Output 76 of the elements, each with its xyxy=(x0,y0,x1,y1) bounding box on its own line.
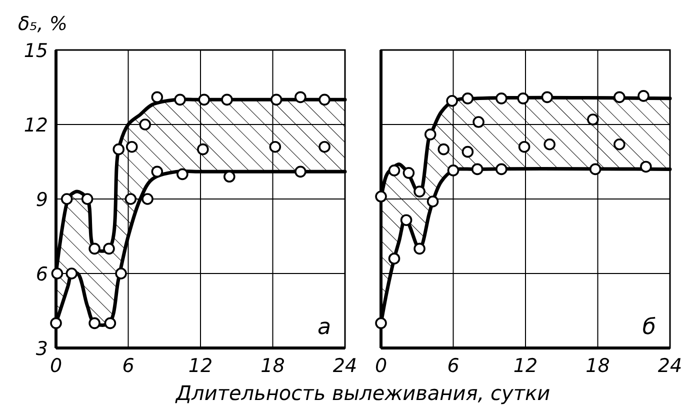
point xyxy=(640,160,652,173)
point xyxy=(151,166,164,178)
point xyxy=(614,91,626,104)
point xyxy=(587,114,599,126)
point xyxy=(375,190,387,202)
point xyxy=(112,143,125,156)
point xyxy=(198,94,210,106)
x-tick-label: 18 xyxy=(260,355,285,377)
point xyxy=(589,163,602,176)
point xyxy=(197,143,209,156)
point xyxy=(424,128,436,140)
x-axis-title: Длительность вылеживания, сутки xyxy=(174,381,550,405)
x-tick-label: 24 xyxy=(658,355,682,377)
point xyxy=(270,94,282,106)
point xyxy=(414,242,426,255)
x-tick-label: 0 xyxy=(50,355,62,377)
point xyxy=(447,164,460,176)
point xyxy=(88,242,100,255)
point xyxy=(318,94,330,106)
x-tick-label: 18 xyxy=(586,355,610,377)
point xyxy=(139,118,152,130)
point xyxy=(269,140,282,153)
point xyxy=(544,138,556,150)
point xyxy=(115,268,127,280)
y-axis-title: δ₅, % xyxy=(18,13,68,35)
point xyxy=(142,193,154,205)
point xyxy=(318,140,330,153)
point xyxy=(462,92,474,104)
point xyxy=(60,193,73,205)
point xyxy=(103,242,115,255)
point xyxy=(614,138,626,150)
point xyxy=(176,168,188,180)
point xyxy=(471,163,484,176)
point xyxy=(541,91,554,104)
y-tick-label: 6 xyxy=(36,264,48,286)
y-tick-label: 12 xyxy=(24,114,48,136)
point xyxy=(462,146,474,158)
point xyxy=(375,317,387,330)
y-tick-label: 3 xyxy=(36,338,48,360)
point xyxy=(151,91,164,104)
point xyxy=(50,317,62,330)
point xyxy=(104,317,116,330)
point xyxy=(426,196,439,208)
y-tick-label: 15 xyxy=(24,40,48,62)
point xyxy=(81,193,94,205)
x-tick-label: 6 xyxy=(122,355,134,377)
x-tick-label: 0 xyxy=(374,355,388,377)
point xyxy=(66,268,78,280)
point xyxy=(638,90,650,102)
point xyxy=(294,166,306,178)
point xyxy=(496,163,508,176)
point xyxy=(446,95,458,107)
point xyxy=(438,143,450,156)
x-tick-label: 12 xyxy=(188,355,213,377)
point xyxy=(496,92,508,104)
y-tick-label: 9 xyxy=(36,189,48,211)
point xyxy=(88,317,100,330)
annotation: б xyxy=(642,315,656,340)
point xyxy=(414,186,426,198)
point xyxy=(221,94,233,106)
point xyxy=(174,94,186,106)
point xyxy=(388,164,400,176)
x-tick-label: 12 xyxy=(513,355,538,377)
point xyxy=(518,140,530,153)
point xyxy=(51,268,64,280)
point xyxy=(400,214,412,226)
point xyxy=(402,167,415,179)
x-tick-label: 6 xyxy=(447,355,460,377)
x-tick-label: 24 xyxy=(332,355,358,377)
point xyxy=(124,193,137,205)
point xyxy=(294,91,306,104)
point xyxy=(126,140,138,153)
point xyxy=(472,116,484,128)
point xyxy=(388,252,400,264)
annotation: а xyxy=(318,315,331,340)
point xyxy=(517,92,529,104)
